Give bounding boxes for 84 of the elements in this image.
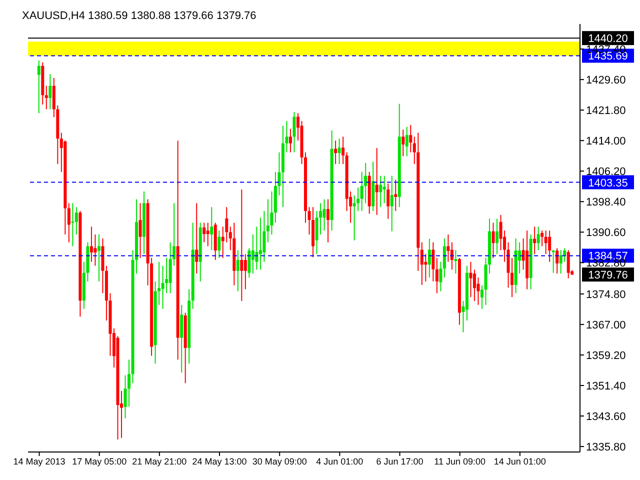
candlestick: [559, 250, 562, 274]
x-tick-label: 17 May 05:00: [72, 456, 127, 466]
candlestick: [390, 175, 394, 232]
candlestick: [402, 129, 405, 157]
candlestick: [218, 230, 221, 258]
ref-line-label: 1440.20: [588, 33, 628, 46]
candlestick: [428, 238, 431, 278]
candlestick: [94, 234, 97, 266]
x-tick-label: 14 May 2013: [13, 456, 66, 466]
candlestick: [210, 206, 214, 251]
y-tick-label: 1359.20: [586, 350, 626, 362]
candlestick: [67, 202, 70, 243]
candlestick: [446, 234, 450, 262]
y-tick-label: 1343.60: [586, 410, 626, 423]
candlestick: [37, 60, 40, 114]
candlestick: [74, 206, 78, 235]
y-tick-label: 1406.20: [586, 166, 626, 178]
x-tick-label: 6 Jun 17:00: [376, 456, 424, 466]
candlestick: [556, 248, 559, 274]
y-tick-label: 1374.80: [586, 288, 626, 301]
candlestick: [236, 250, 240, 292]
candlestick: [240, 188, 244, 302]
x-tick-label: 21 May 21:00: [132, 456, 187, 466]
candlestick: [566, 250, 570, 279]
y-tick-label: 1398.40: [586, 196, 626, 209]
candlestick: [472, 269, 476, 302]
candlestick: [469, 261, 472, 298]
candlestick: [292, 112, 296, 153]
y-tick-label: 1421.80: [586, 104, 626, 117]
candlestick: [442, 238, 446, 278]
candlestick: [334, 140, 338, 165]
candlestick: [420, 242, 424, 286]
candlestick: [202, 222, 206, 243]
ref-line-label: 1403.35: [588, 177, 628, 190]
y-tick-label: 1429.60: [586, 74, 626, 86]
x-tick-label: 30 May 09:00: [252, 456, 307, 466]
candlestick: [244, 254, 247, 290]
candlestick: [409, 124, 412, 153]
candlestick: [97, 234, 100, 282]
y-tick-label: 1351.40: [586, 380, 626, 392]
candlestick: [533, 226, 536, 255]
candlestick: [138, 202, 142, 258]
y-tick-label: 1390.60: [586, 227, 626, 240]
candlestick: [424, 254, 428, 282]
candlestick: [206, 222, 210, 247]
candlestick: [248, 248, 251, 278]
text: 1379.76: [588, 270, 628, 282]
x-tick-label: 24 May 13:00: [192, 456, 247, 466]
candlestick: [450, 242, 454, 270]
candlestick: [496, 218, 499, 255]
chart-title: XAUUSD,H4 1380.59 1380.88 1379.66 1379.76: [22, 10, 256, 22]
candlestick: [288, 128, 292, 153]
candlestick: [180, 304, 184, 374]
candlestick: [386, 183, 390, 220]
candlestick: [326, 198, 330, 243]
candlestick: [544, 230, 548, 255]
y-tick-label: 1335.80: [586, 441, 626, 454]
candlestick: [44, 85, 48, 110]
candlestick: [338, 138, 341, 165]
candlestick: [435, 257, 438, 294]
x-tick-label: 11 Jun 09:00: [434, 456, 486, 466]
x-tick-label: 14 Jun 01:00: [494, 456, 546, 466]
candlestick: [322, 198, 326, 232]
candlestick: [394, 179, 398, 212]
candlestick: [255, 226, 258, 270]
candlestick: [379, 175, 382, 208]
candlestick: [492, 222, 495, 258]
candlestick: [382, 175, 386, 204]
candlestick: [548, 230, 552, 262]
candlestick: [439, 261, 442, 292]
candlestick: [48, 74, 52, 110]
candlestick: [375, 148, 378, 216]
y-tick-label: 1367.00: [586, 319, 626, 332]
candlestick: [405, 126, 408, 157]
candlestick: [342, 136, 345, 165]
candlestick: [454, 250, 458, 274]
y-tick-label: 1414.00: [586, 135, 626, 148]
candlestick: [536, 226, 540, 251]
candlestick: [552, 250, 555, 274]
x-tick-label: 4 Jun 01:00: [316, 456, 364, 466]
candlestick: [540, 230, 544, 247]
candlestick: [90, 226, 93, 262]
candlestick: [432, 242, 435, 282]
candlestick: [195, 202, 198, 274]
